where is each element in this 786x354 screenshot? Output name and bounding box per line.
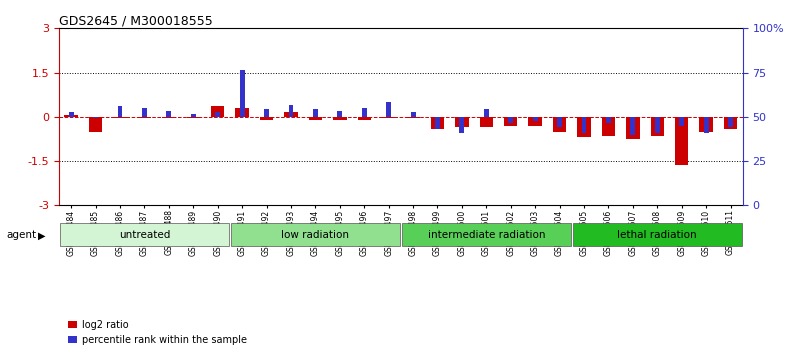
Bar (93, 117, 98, 118)
Bar (113, 117, 127, 118)
Bar (386, 102, 391, 117)
Bar (333, 117, 347, 120)
Bar (260, 117, 274, 120)
Bar (186, 117, 200, 118)
Bar (455, 117, 468, 127)
Text: lethal radiation: lethal radiation (618, 229, 697, 240)
Text: intermediate radiation: intermediate radiation (428, 229, 545, 240)
Bar (240, 70, 244, 117)
Bar (728, 117, 733, 127)
Text: low radiation: low radiation (281, 229, 350, 240)
Text: ▶: ▶ (38, 230, 46, 240)
Bar (167, 111, 171, 117)
Bar (655, 117, 659, 133)
Bar (724, 117, 737, 129)
Bar (533, 117, 538, 121)
Bar (191, 114, 196, 117)
Bar (700, 117, 713, 132)
Bar (460, 117, 465, 133)
FancyBboxPatch shape (402, 223, 571, 246)
Bar (484, 109, 489, 117)
Bar (68, 113, 74, 117)
Bar (138, 117, 151, 118)
Bar (630, 117, 635, 135)
Bar (382, 117, 395, 118)
FancyBboxPatch shape (573, 223, 742, 246)
Bar (703, 117, 708, 133)
Bar (362, 108, 366, 117)
Bar (509, 117, 513, 123)
Bar (410, 113, 416, 117)
Bar (285, 113, 298, 117)
Bar (118, 107, 123, 117)
Bar (406, 117, 420, 118)
Bar (89, 117, 102, 132)
Bar (626, 117, 640, 139)
Bar (557, 117, 562, 127)
Bar (504, 117, 517, 126)
Bar (528, 117, 542, 126)
Bar (675, 117, 689, 166)
Bar (64, 115, 78, 117)
Text: GDS2645 / M300018555: GDS2645 / M300018555 (59, 14, 213, 27)
Legend: log2 ratio, percentile rank within the sample: log2 ratio, percentile rank within the s… (64, 316, 252, 349)
Bar (602, 117, 615, 136)
Bar (479, 117, 493, 127)
Bar (288, 105, 293, 117)
Bar (553, 117, 567, 132)
Bar (679, 117, 684, 126)
Bar (215, 113, 220, 117)
Bar (358, 117, 371, 120)
Bar (606, 117, 611, 123)
Bar (235, 108, 249, 117)
Bar (142, 108, 147, 117)
Bar (309, 117, 322, 120)
Bar (211, 107, 225, 117)
Bar (313, 109, 318, 117)
FancyBboxPatch shape (231, 223, 400, 246)
Bar (577, 117, 591, 137)
Bar (162, 117, 175, 118)
Bar (651, 117, 664, 136)
Bar (431, 117, 444, 129)
Bar (337, 111, 342, 117)
FancyBboxPatch shape (60, 223, 229, 246)
Text: untreated: untreated (119, 229, 170, 240)
Bar (582, 117, 586, 133)
Text: agent: agent (6, 230, 36, 240)
Bar (264, 109, 269, 117)
Bar (435, 117, 440, 129)
